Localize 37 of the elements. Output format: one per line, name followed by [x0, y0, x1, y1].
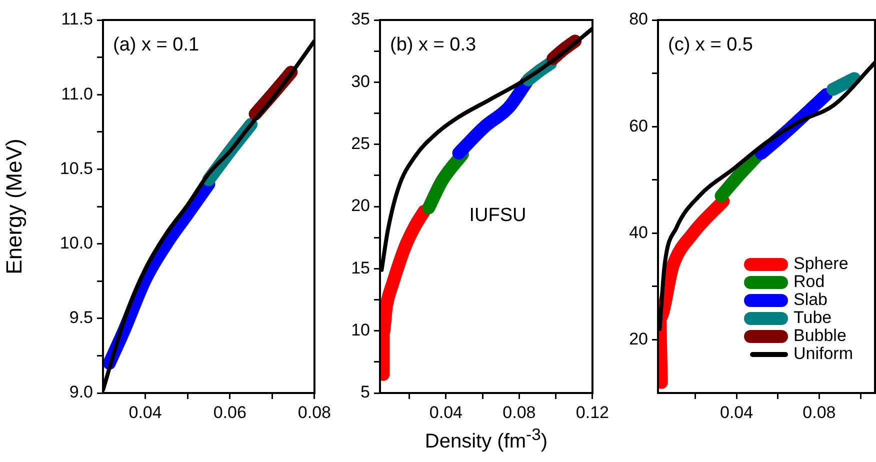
y-tick-label: 5 [360, 382, 370, 402]
y-tick-label: 35 [351, 10, 370, 29]
x-tick-label: 0.08 [298, 402, 332, 422]
y-tick-label: 20 [351, 196, 370, 216]
legend-label: Uniform [793, 344, 853, 364]
y-tick-label: 80 [629, 10, 648, 29]
legend-label: Bubble [793, 326, 846, 346]
x-tick-label: 0.04 [429, 402, 462, 422]
y-tick-label: 15 [351, 258, 370, 278]
y-tick-label: 10.0 [60, 233, 93, 252]
x-tick-label: 0.04 [720, 402, 754, 422]
legend-label: Rod [793, 272, 825, 292]
legend-label: Sphere [793, 254, 848, 274]
x-tick-label: 0.08 [802, 402, 836, 422]
x-tick-label: 0.08 [502, 402, 536, 422]
y-tick-label: 11.0 [61, 84, 93, 104]
y-tick-label: 30 [351, 72, 370, 91]
annotation: (a) x = 0.1 [113, 34, 200, 56]
y-axis-title: Energy (MeV) [1, 138, 26, 274]
y-tick-label: 20 [629, 329, 648, 348]
y-tick-label: 60 [629, 116, 648, 136]
x-tick-label: 0.06 [213, 402, 246, 422]
y-tick-label: 40 [629, 222, 648, 242]
y-tick-label: 10 [351, 320, 370, 340]
y-tick-label: 9.5 [69, 308, 93, 328]
legend-label: Tube [793, 308, 832, 328]
x-tick-label: 0.12 [576, 402, 610, 422]
y-tick-label: 11.5 [61, 10, 93, 29]
x-tick-label: 0.04 [128, 402, 162, 422]
x-axis-title: Density (fm$^{-3}$) [424, 425, 548, 454]
y-tick-label: 10.5 [60, 158, 93, 178]
annotation: (c) x = 0.5 [668, 34, 753, 56]
y-tick-label: 9.0 [69, 382, 93, 402]
y-tick-label: 25 [351, 134, 370, 154]
annotation: (b) x = 0.3 [390, 34, 476, 56]
annotation: IUFSU [469, 205, 526, 226]
legend-label: Slab [793, 290, 828, 310]
